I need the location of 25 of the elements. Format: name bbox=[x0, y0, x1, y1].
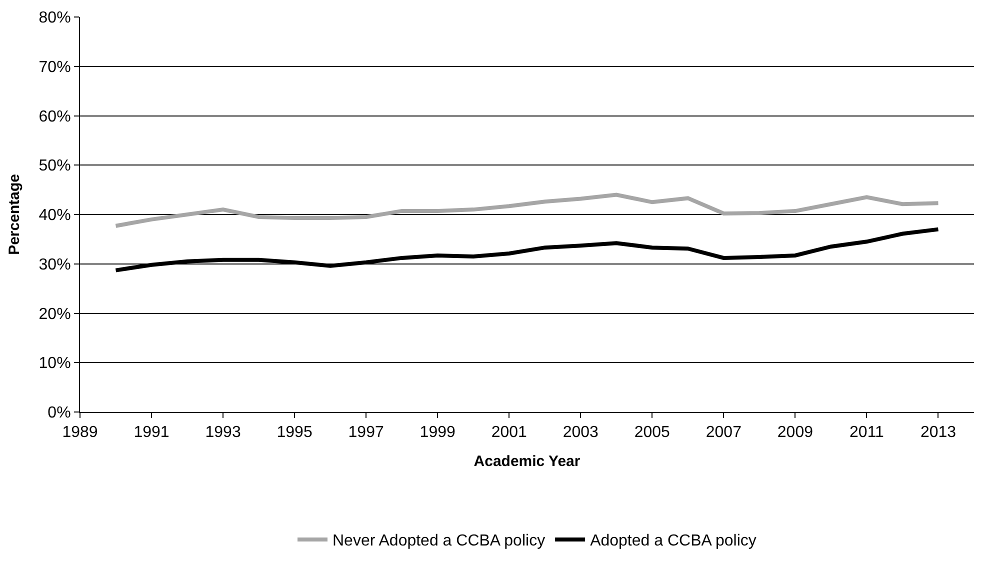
x-tick-label: 2009 bbox=[777, 424, 814, 442]
y-tick-label: 50% bbox=[38, 158, 71, 175]
x-tick-label: 1997 bbox=[348, 424, 384, 442]
x-tick-label: 1991 bbox=[134, 424, 170, 442]
y-tick-label: 10% bbox=[38, 355, 71, 372]
x-tick-label: 1989 bbox=[62, 424, 98, 442]
x-tick-label: 2005 bbox=[634, 424, 670, 442]
y-tick-label: 0% bbox=[48, 404, 71, 422]
y-tick-label: 70% bbox=[38, 58, 71, 76]
y-tick-label: 60% bbox=[38, 108, 71, 126]
x-tick-label: 2001 bbox=[491, 424, 528, 442]
x-tick-label: 1993 bbox=[205, 424, 241, 442]
x-axis-title: Academic Year bbox=[474, 453, 580, 470]
x-tick-label: 1995 bbox=[276, 424, 312, 442]
y-tick-label: 30% bbox=[38, 256, 71, 274]
y-tick-label: 20% bbox=[38, 306, 71, 323]
x-tick-label: 1999 bbox=[420, 424, 456, 442]
x-tick-label: 2013 bbox=[920, 424, 956, 442]
y-tick-label: 80% bbox=[38, 10, 71, 27]
x-tick-label: 2007 bbox=[706, 424, 742, 442]
x-tick-label: 2003 bbox=[562, 424, 599, 442]
x-tick-label: 2011 bbox=[850, 424, 884, 442]
y-tick-label: 40% bbox=[38, 207, 71, 224]
y-axis-title: Percentage bbox=[6, 174, 24, 255]
line-series bbox=[114, 192, 940, 228]
